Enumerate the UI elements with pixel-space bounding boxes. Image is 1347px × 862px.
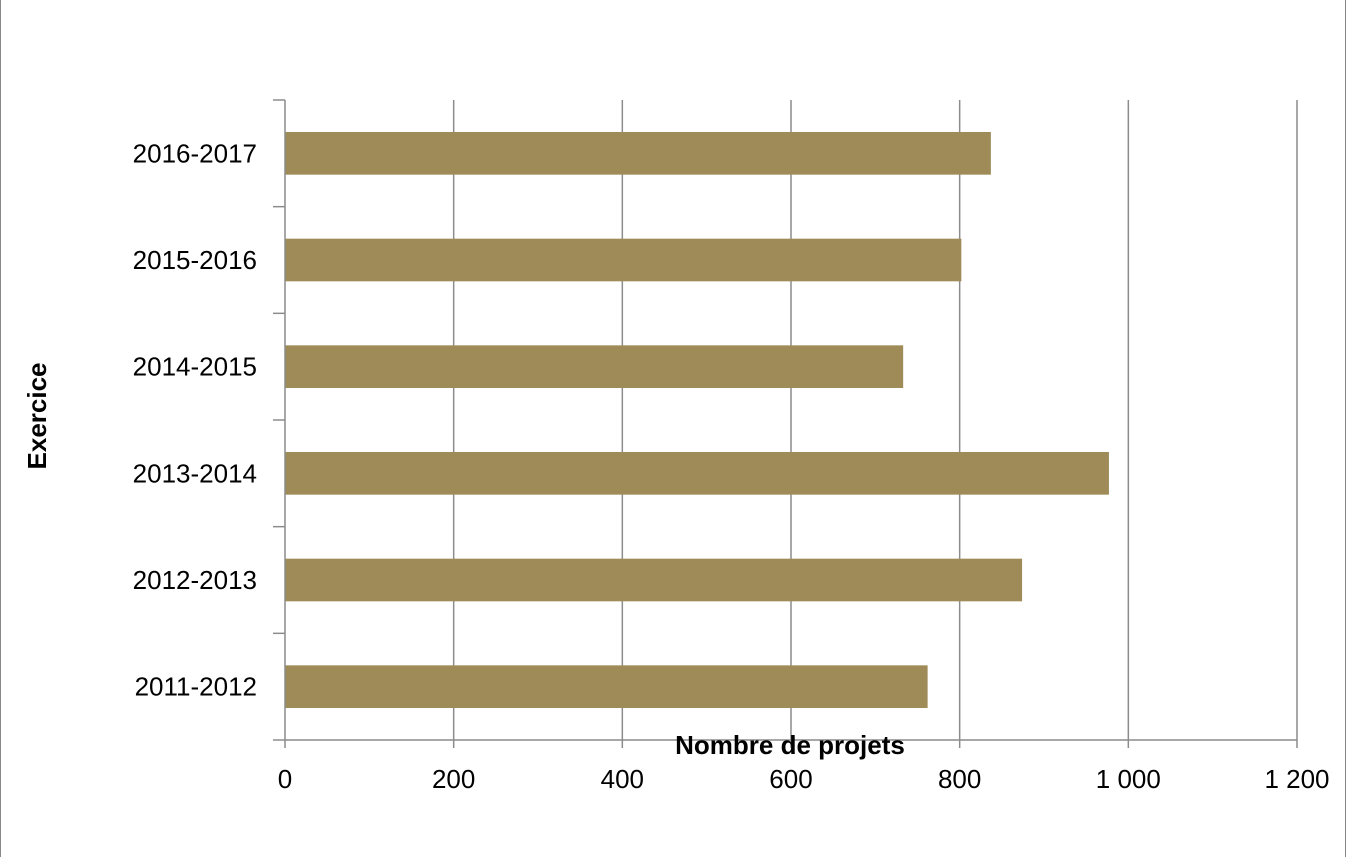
x-axis-label: Nombre de projets <box>675 730 905 760</box>
bar-2013-2014 <box>285 452 1109 495</box>
y-tick-label: 2011-2012 <box>135 672 257 702</box>
bar-2014-2015 <box>285 345 904 388</box>
axes <box>273 99 1298 748</box>
x-tick-label: 800 <box>938 764 981 794</box>
bar-2011-2012 <box>285 665 928 708</box>
grid-lines <box>452 100 1298 740</box>
x-tick-label: 400 <box>601 764 644 794</box>
bar-2015-2016 <box>285 238 962 282</box>
x-tick-label: 0 <box>278 764 292 794</box>
y-axis-label: Exercice <box>22 363 52 470</box>
bar-2016-2017 <box>285 132 991 175</box>
x-tick-label: 200 <box>432 764 475 794</box>
y-tick-label: 2016-2017 <box>133 138 257 168</box>
x-tick-label: 600 <box>769 764 812 794</box>
y-tick-label: 2015-2016 <box>133 245 257 275</box>
x-tick-label: 1 200 <box>1264 764 1329 794</box>
y-tick-label: 2012-2013 <box>133 565 257 595</box>
y-tick-label: 2013-2014 <box>133 458 257 488</box>
bar-2012-2013 <box>285 558 1023 602</box>
bars <box>285 132 1109 708</box>
y-tick-label: 2014-2015 <box>133 352 257 382</box>
tick-labels: 0 200 400 600 800 1 000 1 200 2011-2012 2012-201… <box>133 138 1330 794</box>
x-tick-label: 1 000 <box>1096 764 1161 794</box>
